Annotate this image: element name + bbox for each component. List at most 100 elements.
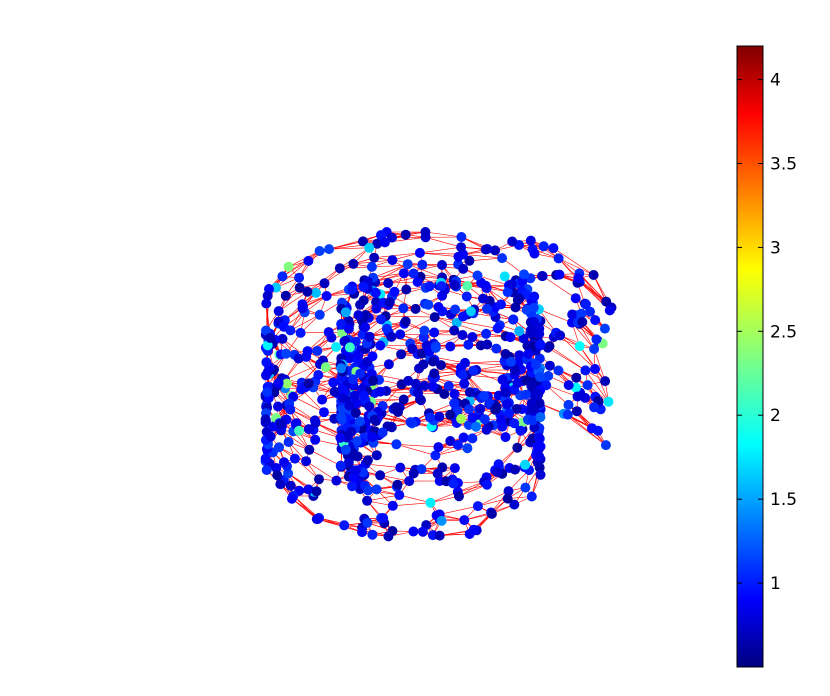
graph-node [383, 359, 394, 370]
graph-node [413, 388, 424, 398]
graph-node [481, 328, 492, 339]
graph-node [520, 482, 531, 493]
colorbar-tick-label: 4 [770, 71, 781, 91]
graph-edge [542, 275, 576, 299]
graph-edge [305, 460, 337, 481]
graph-node [302, 346, 313, 357]
graph-edge [282, 260, 309, 277]
graph-node [390, 402, 401, 413]
graph-node [275, 418, 286, 429]
graph-node [417, 526, 428, 537]
graph-node [403, 375, 414, 386]
graph-node [348, 448, 359, 459]
graph-node [410, 303, 421, 314]
colorbar-tick-label: 2 [770, 406, 781, 426]
graph-node [436, 281, 447, 292]
graph-node [401, 284, 412, 295]
graph-node [302, 286, 313, 297]
graph-node [486, 508, 497, 519]
graph-node [364, 401, 375, 412]
graph-node [509, 365, 520, 376]
graph-node [340, 444, 351, 455]
graph-node [369, 252, 380, 263]
graph-node [497, 421, 508, 432]
graph-node [496, 299, 506, 310]
graph-node [434, 411, 445, 422]
graph-node [336, 319, 347, 329]
graph-node [320, 362, 331, 373]
graph-node [347, 284, 358, 295]
graph-node [427, 381, 438, 392]
graph-node [482, 479, 492, 490]
graph-node [314, 246, 325, 256]
graph-edge [547, 347, 586, 371]
graph-node [535, 371, 545, 382]
graph-node [507, 236, 518, 247]
graph-edge [309, 449, 341, 466]
graph-node [482, 339, 493, 350]
graph-node [408, 268, 419, 279]
graph-node [499, 271, 510, 282]
graph-node [574, 341, 585, 352]
graph-node [372, 238, 383, 249]
graph-node [294, 425, 305, 436]
graph-node [467, 412, 478, 423]
graph-node [375, 470, 386, 481]
graph-node [525, 327, 536, 338]
graph-node [280, 290, 291, 301]
graph-node [331, 475, 342, 486]
graph-edge [431, 424, 469, 427]
graph-node [369, 414, 380, 425]
graph-node [379, 237, 390, 248]
graph-node [497, 253, 508, 264]
graph-node [456, 242, 467, 253]
graph-node [519, 269, 529, 280]
graph-edge [594, 368, 609, 402]
graph-node [424, 281, 435, 292]
graph-node [265, 333, 276, 343]
graph-node [298, 301, 308, 312]
graph-node [364, 331, 375, 342]
graph-node [512, 378, 523, 388]
graph-node [450, 304, 461, 315]
graph-node [479, 414, 490, 425]
graph-node [418, 359, 429, 370]
graph-node [439, 389, 450, 399]
graph-node [514, 293, 525, 304]
graph-node [542, 342, 553, 353]
graph-node [529, 248, 540, 259]
graph-node [456, 413, 467, 424]
graph-node [449, 280, 460, 291]
graph-node [453, 251, 464, 262]
graph-node [334, 263, 345, 274]
graph-node [347, 374, 358, 385]
graph-node [358, 295, 369, 306]
colorbar-tick-label: 3 [770, 238, 781, 258]
graph-node [367, 432, 378, 442]
graph-node [392, 479, 403, 490]
graph-node [317, 394, 328, 405]
graph-node [336, 412, 347, 423]
graph-node [286, 493, 297, 504]
graph-node [459, 515, 470, 526]
graph-node [535, 412, 546, 423]
graph-node [449, 389, 460, 399]
graph-node [303, 255, 314, 266]
graph-node [456, 232, 467, 242]
graph-node [445, 436, 456, 446]
graph-node [432, 468, 443, 479]
graph-node [502, 287, 513, 298]
graph-node [479, 391, 490, 401]
graph-node [533, 389, 544, 400]
graph-node [323, 327, 334, 338]
graph-edge [464, 362, 507, 366]
graph-node [314, 309, 325, 320]
graph-node [457, 369, 468, 380]
graph-edge [280, 430, 310, 451]
graph-node [482, 303, 492, 314]
graph-node [311, 287, 321, 298]
graph-node [339, 520, 350, 531]
graph-edge [593, 348, 606, 382]
graph-node [554, 269, 565, 280]
graph-node [313, 370, 324, 380]
